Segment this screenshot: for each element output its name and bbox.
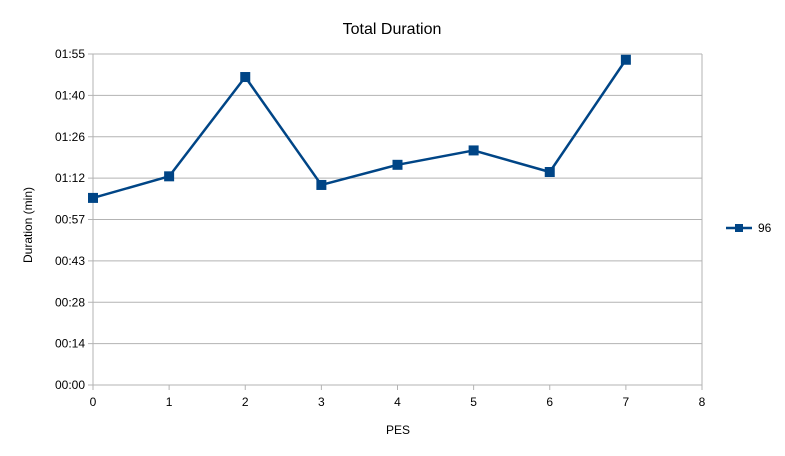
legend-label: 96 xyxy=(758,221,772,235)
data-point-marker xyxy=(88,192,98,203)
x-tick-label: 5 xyxy=(470,395,477,409)
y-tick-label: 00:14 xyxy=(55,337,85,351)
x-tick-labels: 0 1 2 3 4 5 6 7 8 xyxy=(90,395,706,409)
x-tick-label: 6 xyxy=(546,395,553,409)
series-group xyxy=(88,54,631,203)
data-point-marker xyxy=(164,171,175,182)
y-tick-label: 01:26 xyxy=(55,130,85,144)
x-tick-label: 7 xyxy=(623,395,630,409)
data-point-marker xyxy=(468,145,479,156)
data-point-marker xyxy=(544,167,555,178)
y-tick-label: 00:43 xyxy=(55,254,85,268)
data-point-marker xyxy=(620,54,631,65)
x-tick-label: 3 xyxy=(318,395,325,409)
y-axis-title: Duration (min) xyxy=(21,187,35,263)
y-tick-label: 00:00 xyxy=(55,378,85,392)
data-point-marker xyxy=(240,72,251,83)
x-axis-title: PES xyxy=(386,423,410,437)
data-point-marker xyxy=(392,159,403,170)
data-point-marker xyxy=(316,179,327,190)
x-tick-label: 0 xyxy=(90,395,97,409)
x-tick-label: 4 xyxy=(394,395,401,409)
chart-title: Total Duration xyxy=(343,21,442,38)
y-tick-label: 00:28 xyxy=(55,295,85,309)
x-tick-label: 1 xyxy=(166,395,173,409)
y-tick-label: 01:12 xyxy=(55,171,85,185)
x-tick-label: 8 xyxy=(699,395,706,409)
series-line xyxy=(92,59,627,200)
legend-marker xyxy=(735,224,743,232)
y-tick-label: 00:57 xyxy=(55,213,85,227)
x-tick-label: 2 xyxy=(242,395,249,409)
legend: 96 xyxy=(726,221,772,235)
y-tick-labels: 00:00 00:14 00:28 00:43 00:57 01:12 01:26 01:40… xyxy=(55,47,85,392)
y-tick-label: 01:55 xyxy=(55,47,85,61)
y-tick-label: 01:40 xyxy=(55,88,85,102)
axes xyxy=(88,53,703,390)
